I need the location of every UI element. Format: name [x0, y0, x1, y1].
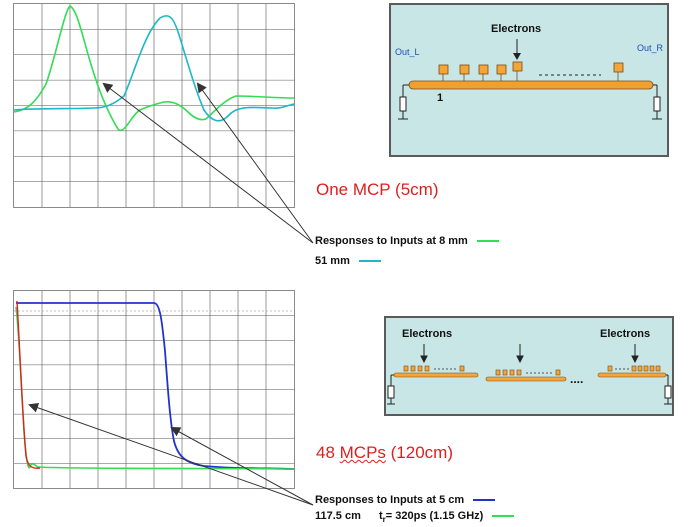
top-legend-text-2: 51 mm [315, 255, 350, 267]
bottom-legend-swatch-1 [473, 499, 496, 502]
mcp-strip-drawing [398, 39, 662, 120]
bottom-legend-text-2b: t [379, 510, 383, 522]
out-right-label: Out_R [637, 43, 664, 53]
top-scope-plot [14, 4, 294, 207]
top-legend-swatch-2 [358, 260, 381, 263]
bottom-legend-swatch-2 [492, 515, 515, 518]
waveform-5cm [16, 302, 294, 470]
top-legend-text-1: Responses to Inputs at 8 mm [315, 235, 468, 247]
top-legend-line-1: Responses to Inputs at 8 mm [315, 235, 499, 247]
waveform-edge [16, 300, 41, 469]
bottom-title: 48 MCPs (120cm) [316, 443, 453, 463]
bottom-legend-line-2: 117.5 cm tr= 320ps (1.15 GHz) [315, 510, 515, 525]
waveform-117cm [15, 306, 294, 470]
bottom-legend-sub: r [382, 515, 386, 525]
single-mcp-diagram: Electrons Out_L Out_R 1 [389, 3, 669, 157]
bottom-legend-text-2a: 117.5 cm [315, 510, 361, 522]
bottom-scope-plot [14, 291, 294, 488]
bottom-legend-line-1: Responses to Inputs at 5 cm [315, 494, 496, 506]
bottom-title-mcps: MCPs [339, 443, 386, 462]
ellipsis-label: .... [570, 372, 584, 386]
top-oscilloscope [13, 3, 295, 208]
pad-number-label: 1 [437, 92, 444, 104]
bottom-title-prefix: 48 [316, 443, 340, 462]
top-legend-line-2: 51 mm [315, 255, 381, 267]
top-title: One MCP (5cm) [316, 180, 439, 199]
electrons-left-label: Electrons [402, 328, 453, 340]
electrons-right-label: Electrons [600, 328, 651, 340]
electrons-label: Electrons [491, 23, 542, 35]
bottom-legend-text-1: Responses to Inputs at 5 cm [315, 494, 465, 506]
top-legend-swatch-1 [476, 240, 499, 243]
bottom-legend-text-2c: = 320ps (1.15 GHz) [385, 510, 484, 522]
mcp-chain-drawing [387, 344, 672, 405]
out-left-label: Out_L [395, 47, 420, 57]
bottom-oscilloscope [13, 290, 295, 489]
bottom-title-suffix: (120cm) [385, 443, 453, 462]
multi-mcp-diagram: Electrons Electrons .... [384, 316, 674, 416]
